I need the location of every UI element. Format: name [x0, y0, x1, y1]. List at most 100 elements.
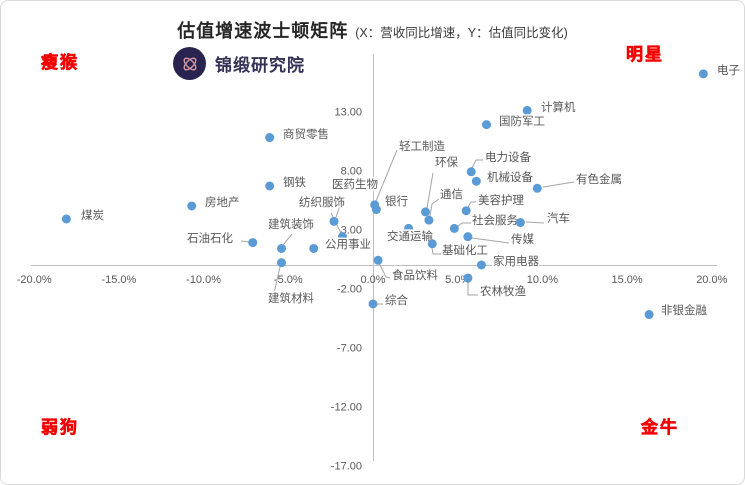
scatter-point — [371, 205, 381, 215]
point-label: 纺织服饰 — [299, 195, 345, 209]
y-tick-label: -7.00 — [337, 343, 362, 355]
point-label: 钢铁 — [283, 176, 306, 189]
point-label: 通信 — [440, 188, 463, 201]
point-label: 电子 — [717, 64, 740, 77]
leader-line — [471, 237, 510, 244]
x-tick-label: -15.0% — [101, 274, 136, 286]
x-tick-label: -5.0% — [274, 274, 303, 286]
x-tick-label: 15.0% — [611, 274, 642, 286]
scatter-point — [309, 243, 319, 253]
quadrant-label-top-right: 明星 — [626, 45, 664, 65]
scatter-point — [187, 201, 197, 211]
point-label: 轻工制造 — [399, 139, 445, 153]
point-label: 煤炭 — [81, 209, 104, 222]
scatter-point — [61, 214, 71, 224]
point-label: 非银金融 — [661, 303, 707, 317]
point-label: 建筑装饰 — [268, 217, 314, 231]
scatter-point — [329, 216, 339, 226]
point-label: 传媒 — [511, 232, 534, 246]
leader-line — [467, 282, 478, 296]
quadrant-label-bottom-left: 弱狗 — [41, 418, 79, 438]
quadrant-label-top-left: 瘦猴 — [41, 53, 79, 73]
leader-line — [467, 201, 476, 208]
scatter-point — [277, 243, 287, 253]
scatter-point — [644, 310, 654, 320]
leader-line — [426, 172, 434, 209]
y-tick-label: -2.00 — [337, 284, 362, 296]
point-label: 石油石化 — [187, 231, 233, 245]
chart-header: 估值增速波士顿矩阵 (X：营收同比增速，Y：估值同比变化) — [1, 17, 744, 43]
scatter-point — [265, 133, 275, 143]
point-label: 电力设备 — [485, 150, 531, 164]
leader-line — [375, 149, 398, 202]
quadrant-label-bottom-right: 金牛 — [641, 418, 679, 438]
scatter-point — [265, 181, 275, 191]
leader-line — [431, 247, 441, 255]
point-label: 医药生物 — [332, 177, 378, 191]
point-label: 银行 — [385, 194, 408, 208]
scatter-point — [471, 176, 481, 186]
point-label: 环保 — [435, 155, 458, 169]
leader-line — [282, 233, 293, 246]
leader-line — [273, 266, 281, 294]
knot-icon — [173, 47, 206, 80]
chart-title: 估值增速波士顿矩阵 — [177, 21, 349, 41]
scatter-point — [424, 215, 434, 225]
scatter-point — [698, 69, 708, 79]
y-tick-label: 8.00 — [341, 166, 362, 178]
chart-subtitle: (X：营收同比增速，Y：估值同比变化) — [355, 26, 568, 40]
point-label: 汽车 — [547, 211, 570, 225]
x-tick-label: -10.0% — [186, 274, 221, 286]
scatter-point — [338, 232, 348, 242]
scatter-point — [248, 238, 258, 248]
leader-line — [542, 181, 575, 188]
point-label: 房地产 — [205, 195, 240, 209]
x-tick-label: 0.0% — [360, 274, 385, 286]
scatter-point — [481, 120, 491, 130]
point-label: 交通运输 — [387, 229, 433, 243]
scatter-point — [421, 207, 431, 217]
point-label: 计算机 — [541, 100, 576, 114]
point-label: 国防军工 — [499, 114, 545, 128]
point-label: 公用事业 — [325, 238, 371, 251]
scatter-point — [277, 258, 287, 268]
leader-line — [525, 221, 545, 224]
scatter-point — [515, 218, 525, 228]
point-label: 商贸零售 — [283, 127, 329, 141]
x-tick-label: -20.0% — [17, 274, 52, 286]
y-tick-label: 13.00 — [334, 107, 362, 119]
scatter-point — [427, 239, 437, 249]
scatter-point — [466, 167, 476, 177]
point-label: 基础化工 — [442, 243, 488, 257]
point-label: 有色金属 — [576, 172, 622, 186]
leader-line — [471, 159, 483, 169]
leader-line — [429, 198, 440, 217]
point-label: 美容护理 — [478, 193, 524, 207]
point-label: 家用电器 — [493, 254, 539, 268]
leader-line — [335, 196, 344, 218]
y-tick-label: -12.00 — [331, 402, 362, 414]
y-tick-label: 3.00 — [341, 225, 362, 237]
scatter-point — [463, 232, 473, 242]
y-tick-label: -17.00 — [331, 461, 362, 473]
scatter-point — [373, 255, 383, 265]
scatter-point — [461, 206, 471, 216]
scatter-point — [404, 223, 414, 233]
scatter-point — [463, 273, 473, 283]
brand-logo-text: 锦缎研究院 — [215, 56, 305, 75]
scatter-point — [368, 299, 378, 309]
scatter-point — [476, 260, 486, 270]
point-label: 综合 — [385, 293, 408, 307]
leader-line — [456, 222, 471, 228]
x-tick-label: 20.0% — [696, 274, 727, 286]
scatter-point — [449, 223, 459, 233]
point-label: 机械设备 — [487, 170, 533, 184]
brand-logo: 锦缎研究院 — [173, 47, 305, 80]
point-label: 建筑材料 — [268, 291, 314, 305]
point-label: 食品饮料 — [392, 268, 438, 282]
point-label: 农林牧渔 — [480, 284, 526, 298]
scatter-point — [522, 105, 532, 115]
leader-line — [378, 262, 391, 279]
